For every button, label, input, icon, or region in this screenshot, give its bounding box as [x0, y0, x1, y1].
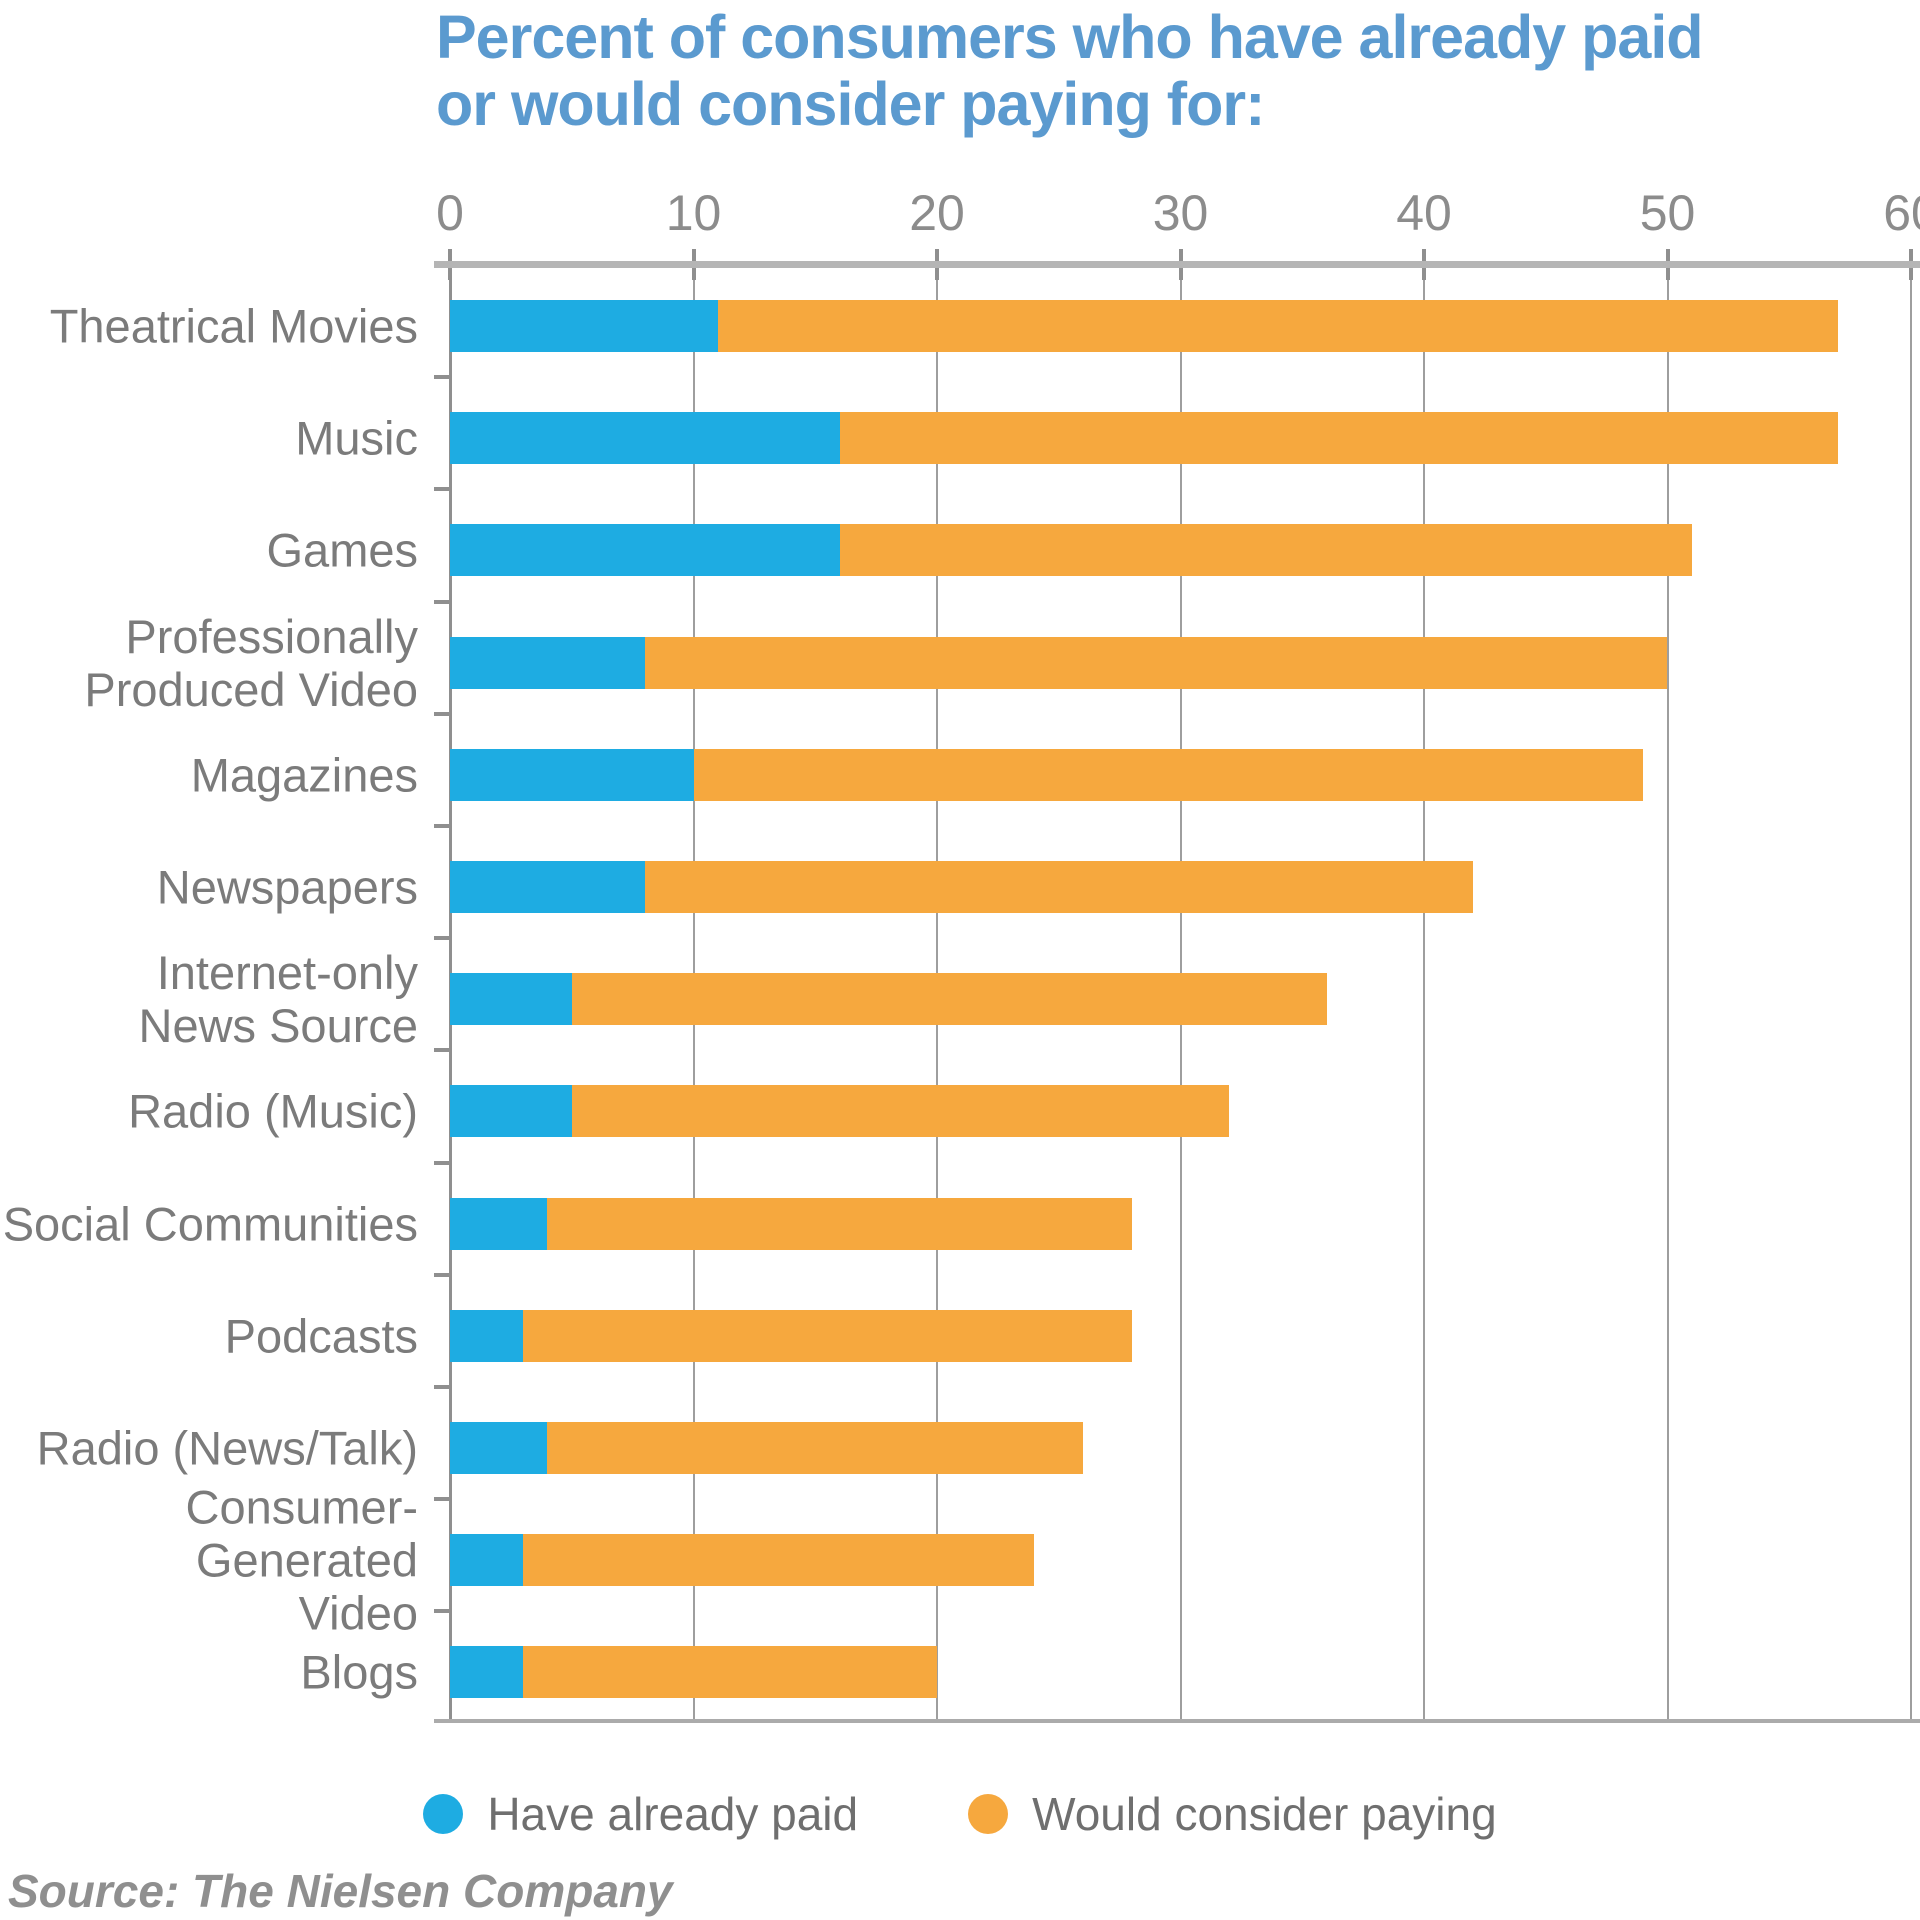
category-tick [434, 487, 451, 492]
bar-paid-segment [450, 1646, 524, 1699]
legend-label: Have already paid [487, 1788, 859, 1840]
x-axis-tick-label: 60 [1883, 185, 1920, 241]
bar-paid-segment [450, 636, 645, 689]
bar-consider-segment [547, 1197, 1132, 1250]
bar-paid-segment [450, 1197, 548, 1250]
legend: Have already paid Would consider paying [0, 1782, 1920, 1846]
category-label: Music [295, 411, 418, 465]
consider-legend-dot-icon [968, 1794, 1009, 1834]
bar-consider-segment [571, 1085, 1230, 1138]
bar-consider-segment [644, 861, 1473, 913]
category-label: Professionally Produced Video [84, 609, 418, 716]
category-label: Social Communities [2, 1197, 418, 1251]
bar-paid-segment [450, 861, 645, 913]
category-tick [434, 1497, 451, 1502]
bar-paid-segment [450, 748, 694, 801]
bar-paid-segment [450, 1534, 524, 1587]
bar-consider-segment [571, 973, 1327, 1026]
bar-paid-segment [450, 1309, 524, 1362]
category-tick [434, 824, 451, 828]
category-label: Theatrical Movies [49, 299, 418, 353]
chart-title-line1: Percent of consumers who have already pa… [436, 3, 1704, 71]
category-label: Consumer-Generated Video [185, 1480, 418, 1640]
bar-consider-segment [717, 300, 1838, 352]
category-tick [434, 711, 451, 716]
gridline-40 [1423, 265, 1425, 1722]
category-tick [434, 375, 451, 380]
legend-label: Would consider paying [1032, 1788, 1497, 1840]
gridline-60 [1910, 265, 1912, 1722]
legend-item-consider: Would consider paying [968, 1787, 1497, 1841]
category-tick [434, 1048, 451, 1053]
x-axis-tick-label: 50 [1639, 185, 1696, 241]
category-label: Newspapers [156, 860, 418, 914]
source-note: Source: The Nielsen Company [8, 1865, 673, 1917]
bar-paid-segment [450, 1085, 572, 1138]
category-tick [434, 1385, 451, 1389]
bar-consider-segment [693, 748, 1644, 801]
x-axis-tick-label: 20 [909, 185, 965, 241]
x-axis-tick-label: 40 [1396, 185, 1452, 241]
bottom-axis-line [434, 1719, 1920, 1723]
category-label: Internet-only News Source [138, 946, 419, 1053]
category-tick [434, 1160, 451, 1165]
bar-consider-segment [644, 636, 1668, 689]
paid-legend-dot-icon [423, 1794, 464, 1834]
bar-consider-segment [523, 1646, 937, 1699]
bar-paid-segment [450, 412, 840, 465]
category-tick [434, 936, 451, 941]
bar-consider-segment [839, 412, 1838, 465]
category-label: Podcasts [224, 1309, 418, 1363]
x-axis-tick-label: 0 [436, 185, 464, 241]
bar-paid-segment [450, 524, 840, 577]
category-label: Blogs [300, 1645, 418, 1699]
category-label: Magazines [190, 748, 418, 802]
x-axis-tick-label: 10 [665, 185, 722, 241]
gridline-50 [1666, 265, 1669, 1722]
top-axis-line [434, 261, 1920, 268]
category-tick [434, 599, 451, 604]
chart-title-line2: or would consider paying for: [436, 70, 1265, 138]
category-tick [434, 1609, 451, 1614]
category-label: Games [266, 523, 419, 577]
bar-paid-segment [450, 973, 572, 1026]
bar-consider-segment [523, 1534, 1035, 1587]
bar-paid-segment [450, 300, 718, 352]
chart-title: Percent of consumers who have already pa… [436, 4, 1836, 138]
category-label: Radio (Music) [128, 1084, 418, 1138]
bar-consider-segment [839, 524, 1692, 577]
bar-consider-segment [523, 1309, 1132, 1362]
bar-consider-segment [547, 1422, 1084, 1474]
category-tick [434, 1272, 451, 1277]
category-label: Radio (News/Talk) [36, 1421, 418, 1475]
legend-item-paid: Have already paid [423, 1787, 858, 1841]
x-axis-tick-label: 30 [1152, 185, 1209, 241]
bar-paid-segment [450, 1422, 548, 1474]
